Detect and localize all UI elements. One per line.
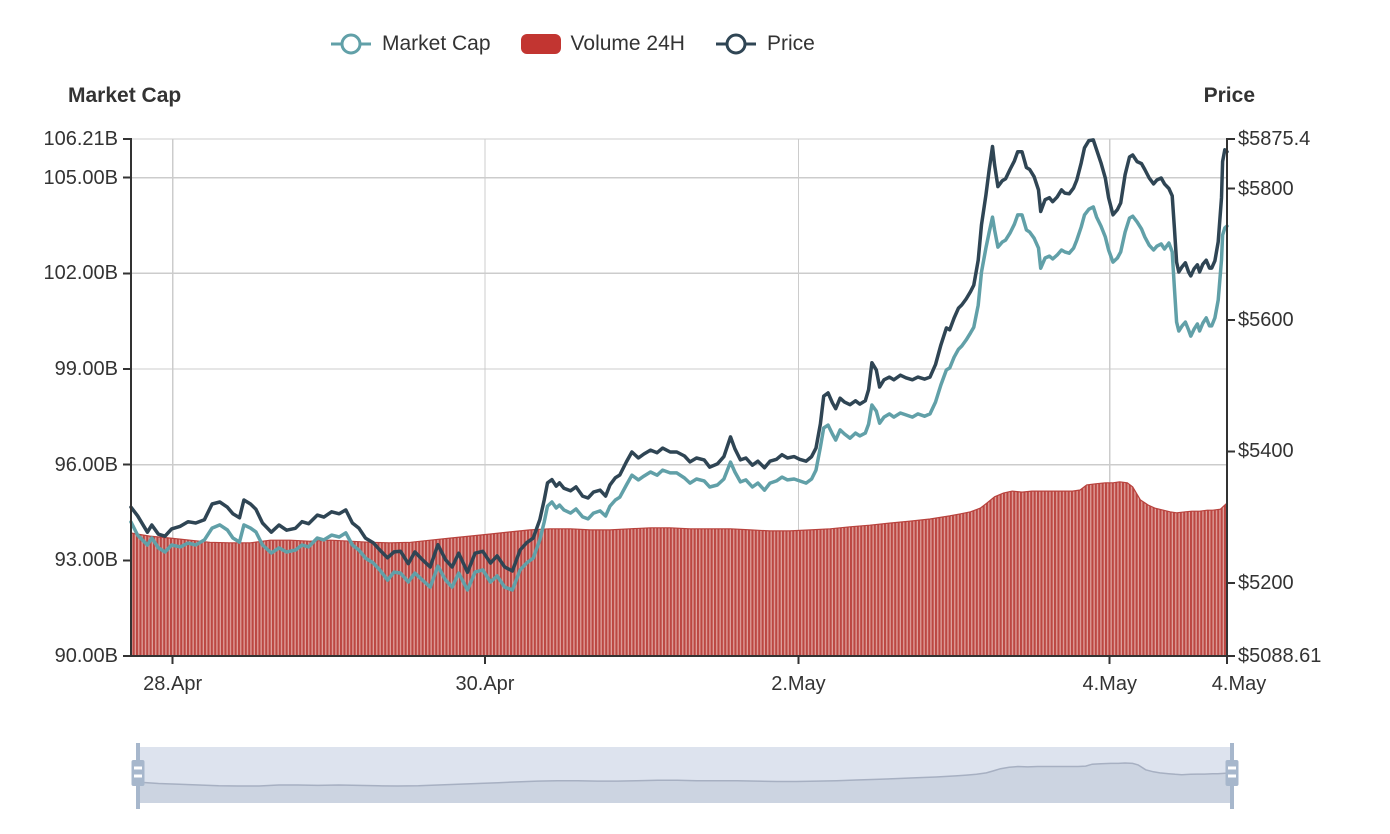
y-right-label: $5800	[1238, 177, 1294, 200]
legend-label-price: Price	[766, 32, 815, 55]
y-right-label: $5875.4	[1238, 128, 1311, 150]
y-left-label: 102.00B	[43, 262, 118, 285]
data-zoom-handle-right[interactable]	[1225, 743, 1239, 809]
y-right-label: $5088.61	[1238, 645, 1322, 667]
market-cap-line	[129, 205, 1229, 592]
y-left-label: 106.21B	[43, 128, 118, 150]
x-axis-label: 2.May	[771, 673, 826, 695]
volume-top-edge	[130, 481, 1228, 544]
legend-item-volume[interactable]: Volume 24H	[520, 32, 685, 56]
data-zoom-area	[140, 763, 1232, 803]
y-left-label: 93.00B	[54, 549, 118, 572]
left-axis-title: Market Cap	[68, 84, 182, 107]
right-axis-title: Price	[1203, 84, 1255, 107]
price-line	[129, 138, 1229, 575]
bar-series-icon	[520, 34, 561, 54]
volume-bars	[131, 481, 1227, 656]
data-zoom-line	[139, 762, 1233, 787]
legend-item-market-cap[interactable]: Market Cap	[330, 31, 491, 57]
y-left-label: 90.00B	[54, 645, 118, 667]
y-right-label: $5200	[1238, 571, 1294, 594]
y-right-label: $5400	[1238, 440, 1294, 463]
legend: Market Cap Volume 24H Price	[330, 28, 815, 60]
legend-label-volume: Volume 24H	[570, 32, 685, 55]
legend-item-price[interactable]: Price	[715, 31, 815, 57]
x-axis-label: 28.Apr	[143, 673, 203, 695]
x-axis-label: 4.May	[1082, 673, 1137, 695]
data-zoom-handle-left[interactable]	[131, 743, 145, 809]
y-left-label: 99.00B	[54, 357, 118, 380]
y-left-label: 105.00B	[43, 166, 118, 189]
line-series-icon	[715, 33, 756, 55]
legend-label-market-cap: Market Cap	[382, 32, 491, 55]
y-left-label: 96.00B	[54, 453, 118, 476]
line-series-icon	[331, 33, 371, 55]
x-axis-label: 30.Apr	[455, 673, 515, 695]
x-axis-label: 4.May	[1211, 673, 1267, 695]
y-right-label: $5600	[1238, 308, 1294, 331]
